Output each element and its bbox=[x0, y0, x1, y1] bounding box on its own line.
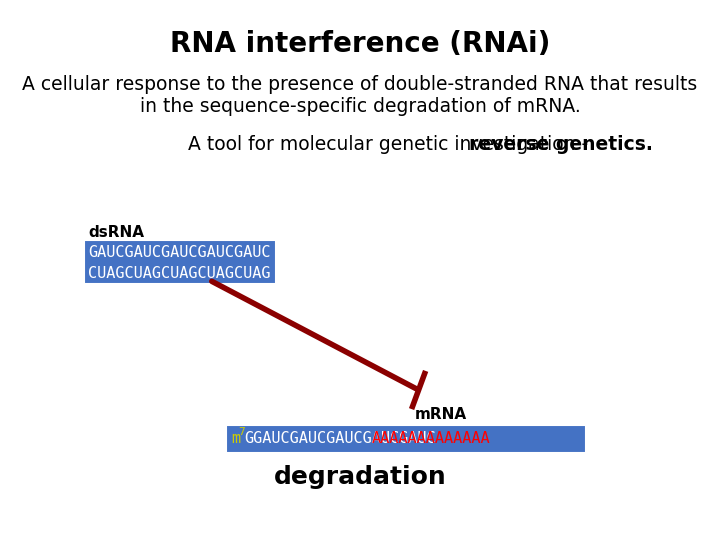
Text: RNA interference (RNAi): RNA interference (RNAi) bbox=[170, 30, 550, 58]
Text: mRNA: mRNA bbox=[415, 407, 467, 422]
FancyBboxPatch shape bbox=[84, 240, 276, 284]
Text: m: m bbox=[231, 431, 240, 446]
Text: reverse genetics.: reverse genetics. bbox=[469, 135, 653, 154]
Text: A tool for molecular genetic investigation -: A tool for molecular genetic investigati… bbox=[189, 135, 595, 154]
Text: in the sequence-specific degradation of mRNA.: in the sequence-specific degradation of … bbox=[140, 97, 580, 116]
Text: AAAAAAAAAAAAA: AAAAAAAAAAAAA bbox=[372, 431, 490, 446]
FancyBboxPatch shape bbox=[226, 425, 586, 453]
Text: dsRNA: dsRNA bbox=[88, 225, 144, 240]
Text: A cellular response to the presence of double-stranded RNA that results: A cellular response to the presence of d… bbox=[22, 75, 698, 94]
Text: GAUCGAUCGAUCGAUCGAUC: GAUCGAUCGAUCGAUCGAUC bbox=[88, 245, 271, 260]
Text: CUAGCUAGCUAGCUAGCUAG: CUAGCUAGCUAGCUAGCUAG bbox=[88, 266, 271, 281]
Text: 7: 7 bbox=[238, 427, 245, 437]
Text: GGAUCGAUCGAUCGAUCGAUC: GGAUCGAUCGAUCGAUCGAUC bbox=[245, 431, 436, 446]
Text: degradation: degradation bbox=[274, 465, 446, 489]
